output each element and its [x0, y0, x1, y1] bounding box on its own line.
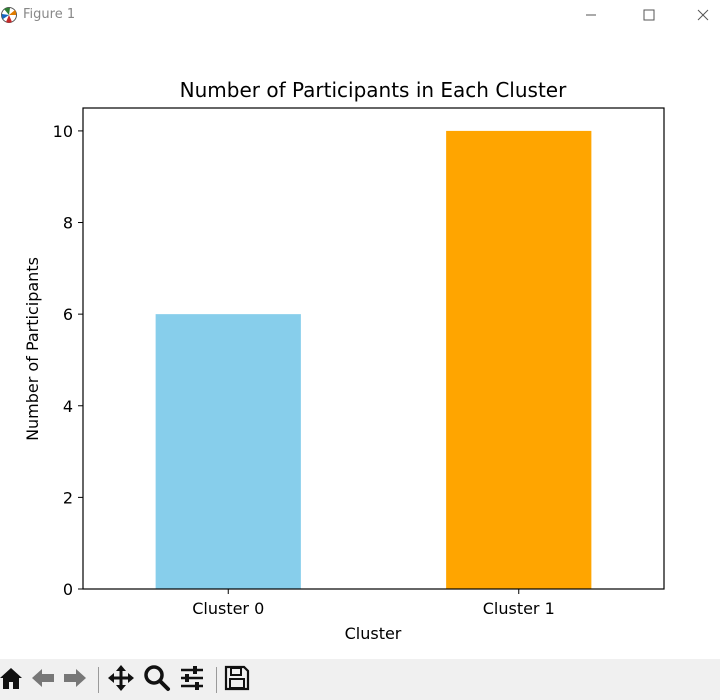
home-icon — [0, 665, 24, 695]
bar — [446, 130, 592, 589]
forward-icon — [62, 665, 88, 695]
y-tick-label: 0 — [63, 580, 73, 599]
window-title: Figure 1 — [23, 7, 76, 22]
save-button[interactable] — [222, 665, 252, 695]
close-button[interactable] — [686, 0, 720, 30]
y-axis-label: Number of Participants — [23, 257, 42, 441]
y-tick-label: 8 — [63, 214, 73, 233]
zoom-button[interactable] — [142, 665, 172, 695]
configure-subplots-button[interactable] — [177, 665, 207, 695]
forward-button[interactable] — [60, 665, 90, 695]
navigation-toolbar — [0, 659, 720, 700]
maximize-button[interactable] — [626, 0, 672, 30]
plot-frame — [82, 107, 665, 590]
x-axis-label: Cluster — [345, 624, 402, 643]
zoom-icon — [143, 664, 171, 696]
home-button[interactable] — [0, 665, 26, 695]
y-tick-label: 6 — [63, 305, 73, 324]
minimize-icon — [585, 6, 597, 25]
matplotlib-app-icon — [0, 6, 18, 24]
window-titlebar: Figure 1 — [0, 0, 720, 32]
back-button[interactable] — [28, 665, 58, 695]
y-axis: 0 2 4 6 8 10 — [53, 122, 83, 599]
bar-chart: Number of Participants in Each Cluster 0… — [23, 78, 665, 643]
x-axis: Cluster 0 Cluster 1 — [192, 589, 555, 618]
figure-canvas[interactable]: Number of Participants in Each Cluster 0… — [0, 32, 720, 659]
save-icon — [223, 664, 251, 696]
y-tick-label: 2 — [63, 488, 73, 507]
back-icon — [30, 665, 56, 695]
bars-group — [155, 130, 592, 589]
configure-subplots-icon — [178, 664, 206, 696]
y-tick-label: 10 — [53, 122, 73, 141]
toolbar-separator — [98, 667, 99, 693]
bar — [155, 314, 301, 589]
y-tick-label: 4 — [63, 397, 73, 416]
toolbar-separator — [216, 667, 217, 693]
chart-title: Number of Participants in Each Cluster — [180, 78, 567, 102]
maximize-icon — [643, 6, 655, 25]
pan-button[interactable] — [106, 665, 136, 695]
x-tick-label: Cluster 1 — [483, 599, 555, 618]
close-icon — [697, 6, 709, 25]
minimize-button[interactable] — [568, 0, 614, 30]
x-tick-label: Cluster 0 — [192, 599, 264, 618]
pan-icon — [107, 664, 135, 696]
